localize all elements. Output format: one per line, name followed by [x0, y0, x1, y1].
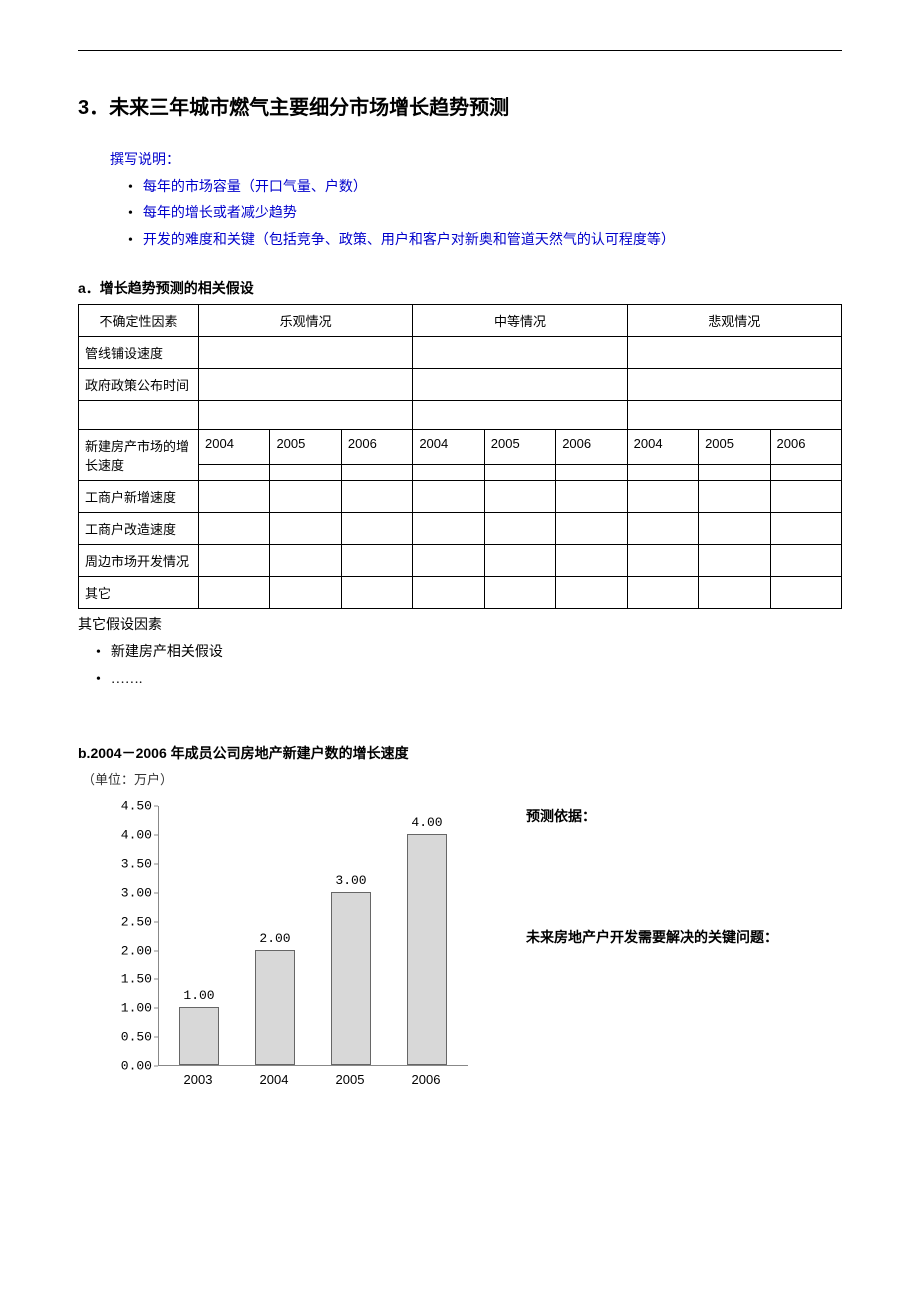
year-cell: 2004 — [627, 430, 698, 465]
row-label: 其它 — [79, 577, 199, 609]
xtick-label: 2004 — [244, 1072, 304, 1087]
section-heading: 3．未来三年城市燃气主要细分市场增长趋势预测 — [78, 91, 842, 120]
ytick-mark — [154, 892, 158, 893]
prediction-basis-heading: 预测依据： — [526, 806, 842, 826]
row-label: 工商户改造速度 — [79, 513, 199, 545]
xtick-label: 2006 — [396, 1072, 456, 1087]
year-cell: 2005 — [699, 430, 770, 465]
after-table-title: 其它假设因素 — [78, 613, 842, 640]
bullet-item: 每年的市场容量（开口气量、户数） — [128, 175, 842, 202]
ytick-mark — [154, 806, 158, 807]
chart-plot-area: 1.00 2.00 3.00 4.00 — [158, 806, 468, 1066]
chart-row: 1.00 2.00 3.00 4.00 0.00 0.50 1.00 1.50 2.00 2.5… — [78, 796, 842, 1116]
ytick-label: 0.00 — [98, 1059, 152, 1074]
section-b: b.2004－2006 年成员公司房地产新建户数的增长速度 （单位：万户） 1.… — [78, 743, 842, 1116]
table-row: 政府政策公布时间 — [79, 369, 842, 401]
ytick-mark — [154, 979, 158, 980]
row-label: 工商户新增速度 — [79, 481, 199, 513]
description-title: 撰写说明： — [110, 148, 842, 175]
after-table-block: 其它假设因素 新建房产相关假设 ……. — [78, 613, 842, 693]
table-header-row: 不确定性因素 乐观情况 中等情况 悲观情况 — [79, 305, 842, 337]
chart-bar — [331, 892, 371, 1065]
row-label: 管线铺设速度 — [79, 337, 199, 369]
ytick-label: 2.50 — [98, 914, 152, 929]
after-table-bullets: 新建房产相关假设 ……. — [78, 640, 842, 693]
description-block: 撰写说明： 每年的市场容量（开口气量、户数） 每年的增长或者减少趋势 开发的难度… — [110, 148, 842, 254]
ytick-label: 4.50 — [98, 799, 152, 814]
table-row: 周边市场开发情况 — [79, 545, 842, 577]
row-label: 政府政策公布时间 — [79, 369, 199, 401]
chart-side-text: 预测依据： 未来房地产户开发需要解决的关键问题： — [498, 796, 842, 948]
top-rule — [78, 50, 842, 51]
table-header: 悲观情况 — [627, 305, 841, 337]
year-cell: 2004 — [199, 430, 270, 465]
year-cell: 2005 — [484, 430, 555, 465]
table-row: 管线铺设速度 — [79, 337, 842, 369]
unit-label: （单位：万户） — [82, 769, 842, 788]
chart-bar — [179, 1007, 219, 1065]
ytick-mark — [154, 950, 158, 951]
table-header: 中等情况 — [413, 305, 627, 337]
ytick-mark — [154, 1008, 158, 1009]
xtick-label: 2005 — [320, 1072, 380, 1087]
description-bullets: 每年的市场容量（开口气量、户数） 每年的增长或者减少趋势 开发的难度和关键（包括… — [110, 175, 842, 255]
ytick-label: 1.00 — [98, 1001, 152, 1016]
table-row: 其它 — [79, 577, 842, 609]
bar-value-label: 1.00 — [169, 988, 229, 1003]
ytick-mark — [154, 921, 158, 922]
bullet-item: ……. — [96, 667, 842, 694]
ytick-label: 0.50 — [98, 1030, 152, 1045]
table-row-blank — [79, 401, 842, 430]
section-a-title: a．增长趋势预测的相关假设 — [78, 278, 842, 298]
section-b-title: b.2004－2006 年成员公司房地产新建户数的增长速度 — [78, 743, 842, 763]
table-header: 乐观情况 — [199, 305, 413, 337]
year-cell: 2006 — [556, 430, 627, 465]
key-issues-heading: 未来房地产户开发需要解决的关键问题： — [526, 926, 842, 948]
year-cell: 2005 — [270, 430, 341, 465]
ytick-label: 4.00 — [98, 828, 152, 843]
ytick-label: 1.50 — [98, 972, 152, 987]
year-cell: 2006 — [341, 430, 412, 465]
table-header: 不确定性因素 — [79, 305, 199, 337]
bar-chart: 1.00 2.00 3.00 4.00 0.00 0.50 1.00 1.50 2.00 2.5… — [98, 796, 498, 1116]
table-row: 工商户新增速度 — [79, 481, 842, 513]
row-label: 新建房产市场的增长速度 — [79, 430, 199, 481]
year-cell: 2006 — [770, 430, 842, 465]
chart-bar — [407, 834, 447, 1065]
table-row: 工商户改造速度 — [79, 513, 842, 545]
ytick-mark — [154, 835, 158, 836]
ytick-label: 3.00 — [98, 885, 152, 900]
bullet-item: 新建房产相关假设 — [96, 640, 842, 667]
bar-value-label: 2.00 — [245, 931, 305, 946]
assumptions-table: 不确定性因素 乐观情况 中等情况 悲观情况 管线铺设速度 政府政策公布时间 新建… — [78, 304, 842, 609]
ytick-mark — [154, 1066, 158, 1067]
row-label: 周边市场开发情况 — [79, 545, 199, 577]
xtick-label: 2003 — [168, 1072, 228, 1087]
ytick-mark — [154, 1037, 158, 1038]
bullet-item: 开发的难度和关键（包括竞争、政策、用户和客户对新奥和管道天然气的认可程度等） — [128, 228, 842, 255]
ytick-label: 3.50 — [98, 856, 152, 871]
ytick-label: 2.00 — [98, 943, 152, 958]
bar-value-label: 4.00 — [397, 815, 457, 830]
ytick-mark — [154, 863, 158, 864]
document-page: 3．未来三年城市燃气主要细分市场增长趋势预测 撰写说明： 每年的市场容量（开口气… — [0, 0, 920, 1302]
table-row-years: 新建房产市场的增长速度 2004 2005 2006 2004 2005 200… — [79, 430, 842, 465]
bullet-item: 每年的增长或者减少趋势 — [128, 201, 842, 228]
bar-value-label: 3.00 — [321, 873, 381, 888]
chart-bar — [255, 950, 295, 1066]
year-cell: 2004 — [413, 430, 484, 465]
